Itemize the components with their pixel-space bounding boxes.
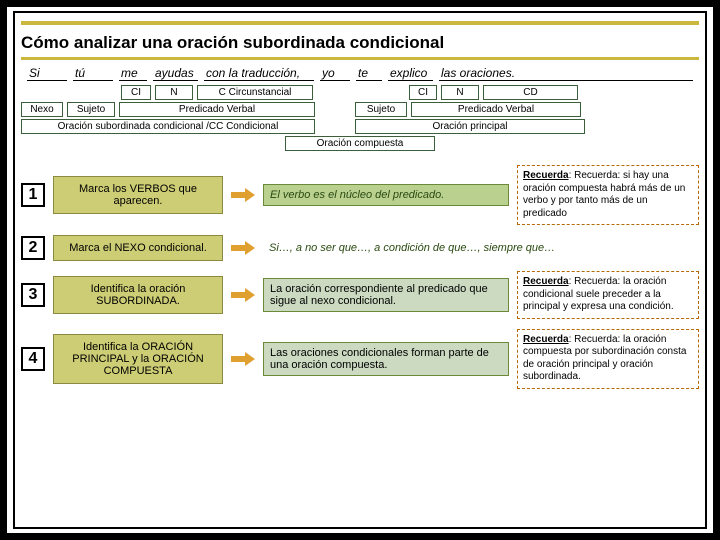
arrow-icon <box>231 241 255 255</box>
label-sujeto2: Sujeto <box>355 102 407 117</box>
word-te: te <box>356 66 382 81</box>
label-predv2: Predicado Verbal <box>411 102 581 117</box>
word-me: me <box>119 66 147 81</box>
arrow-icon <box>231 288 255 302</box>
arrow-icon <box>231 352 255 366</box>
step-3: 3 Identifica la oración SUBORDINADA. La … <box>21 271 699 319</box>
step-detail: El verbo es el núcleo del predicado. <box>263 184 509 206</box>
page-title: Cómo analizar una oración subordinada co… <box>21 33 699 53</box>
step-detail: La oración correspondiente al predicado … <box>263 278 509 312</box>
example-sentence: Si tú me ayudas con la traducción, yo te… <box>21 66 699 81</box>
step-note: Recuerda: Recuerda: si hay una oración c… <box>517 165 699 225</box>
step-detail: Si…, a no ser que…, a condición de que…,… <box>263 238 699 258</box>
step-instruction: Marca los VERBOS que aparecen. <box>53 176 223 214</box>
step-number: 2 <box>21 236 45 260</box>
label-n1: N <box>155 85 193 100</box>
step-instruction: Marca el NEXO condicional. <box>53 235 223 261</box>
word-explico: explico <box>388 66 433 81</box>
label-sujeto1: Sujeto <box>67 102 115 117</box>
label-principal: Oración principal <box>355 119 585 134</box>
word-yo: yo <box>320 66 350 81</box>
word-ayudas: ayudas <box>153 66 198 81</box>
syntax-analysis: CI N C Circunstancial CI N CD Nexo Sujet… <box>21 85 699 151</box>
word-con: con la traducción, <box>204 66 314 81</box>
label-n2: N <box>441 85 479 100</box>
step-instruction: Identifica la oración SUBORDINADA. <box>53 276 223 314</box>
word-si: Si <box>27 66 67 81</box>
label-ci2: CI <box>409 85 437 100</box>
label-compound: Oración compuesta <box>285 136 435 151</box>
word-tu: tú <box>73 66 113 81</box>
step-note: Recuerda: Recuerda: la oración condicion… <box>517 271 699 319</box>
label-nexo: Nexo <box>21 102 63 117</box>
step-instruction: Identifica la ORACIÓN PRINCIPAL y la ORA… <box>53 334 223 384</box>
label-cc: C Circunstancial <box>197 85 313 100</box>
label-predv1: Predicado Verbal <box>119 102 315 117</box>
label-cd: CD <box>483 85 578 100</box>
step-number: 3 <box>21 283 45 307</box>
accent-line-top <box>21 21 699 25</box>
step-2: 2 Marca el NEXO condicional. Si…, a no s… <box>21 235 699 261</box>
step-4: 4 Identifica la ORACIÓN PRINCIPAL y la O… <box>21 329 699 389</box>
arrow-icon <box>231 188 255 202</box>
accent-line <box>21 57 699 60</box>
step-number: 4 <box>21 347 45 371</box>
word-oraciones: las oraciones. <box>439 66 693 81</box>
step-number: 1 <box>21 183 45 207</box>
label-subordinate: Oración subordinada condicional /CC Cond… <box>21 119 315 134</box>
step-detail: Las oraciones condicionales forman parte… <box>263 342 509 376</box>
step-note: Recuerda: Recuerda: la oración compuesta… <box>517 329 699 389</box>
steps-list: 1 Marca los VERBOS que aparecen. El verb… <box>21 165 699 389</box>
step-1: 1 Marca los VERBOS que aparecen. El verb… <box>21 165 699 225</box>
label-ci1: CI <box>121 85 151 100</box>
